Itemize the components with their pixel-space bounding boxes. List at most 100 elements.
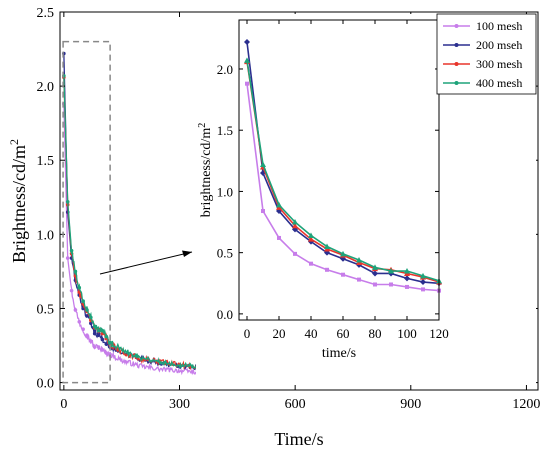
inset-axis-ticks: 0 20 40 60 80 100 120 0.0 0.5 1.0 1.5 2.0 xyxy=(217,20,449,341)
main-series-point-0 xyxy=(73,308,78,312)
inset-series-point-1 xyxy=(404,275,410,282)
inset-x-tick-label: 40 xyxy=(305,326,318,341)
inset-series-point-3 xyxy=(324,243,330,250)
inset-x-tick-label: 100 xyxy=(397,326,417,341)
main-y-tick-label: 0.0 xyxy=(37,377,55,392)
main-series-point-3 xyxy=(96,328,101,333)
main-series-point-0 xyxy=(89,339,93,343)
main-series-point-1 xyxy=(100,337,105,342)
inset-series-point-3 xyxy=(372,264,378,270)
legend-swatch-marker xyxy=(454,24,459,28)
inset-y-tick-label: 1.5 xyxy=(217,123,233,138)
main-series-point-0 xyxy=(69,288,74,293)
main-y-axis-title: Brightness/cd/m2 xyxy=(7,139,29,263)
zoom-region-box xyxy=(62,40,111,384)
main-series-point-3 xyxy=(89,315,93,320)
inset-x-tick-label: 20 xyxy=(273,326,286,341)
legend-label: 400 mesh xyxy=(476,76,522,90)
main-plot-frame xyxy=(59,11,539,391)
inset-series-point-3 xyxy=(356,257,362,263)
main-series-point-1 xyxy=(92,331,97,336)
inset-series-point-3 xyxy=(276,201,282,208)
main-x-tick-label: 900 xyxy=(400,397,421,412)
inset-y-axis-title: brightness/cd/m2 xyxy=(197,123,214,217)
main-x-axis-title: Time/s xyxy=(274,429,323,449)
inset-x-axis-title: time/s xyxy=(322,346,356,361)
main-series-point-3 xyxy=(104,334,109,339)
main-series-point-3 xyxy=(81,299,85,303)
inset-series-group xyxy=(244,39,442,293)
main-x-tick-label: 0 xyxy=(60,397,67,412)
main-y-tick-label: 2.0 xyxy=(37,80,55,95)
main-series-point-3 xyxy=(100,328,105,333)
inset-y-axis-title-sup: 2 xyxy=(197,123,208,128)
inset-x-tick-label: 80 xyxy=(369,326,382,341)
legend-label: 300 mesh xyxy=(476,57,522,71)
inset-y-tick-label: 0.5 xyxy=(217,246,233,261)
inset-y-tick-label: 1.0 xyxy=(217,184,233,199)
inset-series-point-3 xyxy=(292,219,298,225)
inset-y-tick-label: 0.0 xyxy=(217,307,233,322)
main-series-point-3 xyxy=(108,340,112,345)
main-series-point-3 xyxy=(92,324,97,329)
inset-series-point-1 xyxy=(420,279,426,286)
main-series-point-0 xyxy=(96,345,101,349)
inset-series-point-3 xyxy=(340,250,346,257)
main-y-tick-label: 1.5 xyxy=(37,154,55,169)
zoom-arrow-head xyxy=(182,250,192,257)
main-y-axis-title-sup: 2 xyxy=(7,139,21,145)
main-y-axis-title-text: Brightness/cd/m xyxy=(9,145,29,263)
main-series-point-0 xyxy=(104,351,109,355)
main-series-point-0 xyxy=(65,256,70,260)
main-series-point-1 xyxy=(89,321,93,326)
legend-label: 100 mesh xyxy=(476,19,522,33)
inset-series-point-0 xyxy=(245,81,249,86)
inset-y-axis-title-text: brightness/cd/m xyxy=(199,128,214,218)
legend-swatch-marker xyxy=(454,81,459,85)
inset-plot-frame xyxy=(238,19,440,321)
main-series-point-0 xyxy=(108,352,112,357)
main-series-point-3 xyxy=(85,308,89,312)
legend: 100 mesh 200 mseh 300 mesh 400 mesh xyxy=(436,13,537,95)
zoom-arrow xyxy=(99,251,193,275)
legend-items: 100 mesh 200 mseh 300 mesh 400 mesh xyxy=(443,19,522,90)
inset-series-point-1 xyxy=(372,270,378,277)
main-series-point-3 xyxy=(77,285,82,290)
inset-series-point-1 xyxy=(244,39,250,46)
main-series-point-3 xyxy=(73,269,78,274)
inset-x-tick-label: 60 xyxy=(337,326,350,341)
inset-series-point-0 xyxy=(261,209,265,214)
inset-series-point-0 xyxy=(325,267,329,272)
inset-series-point-3 xyxy=(420,272,426,279)
inset-series-point-3 xyxy=(404,268,410,274)
inset-series-point-0 xyxy=(405,284,409,289)
legend-frame xyxy=(436,13,537,95)
main-series-point-0 xyxy=(92,345,97,349)
inset-series-point-0 xyxy=(293,251,297,256)
main-y-tick-label: 1.0 xyxy=(37,228,55,243)
main-y-tick-label: 0.5 xyxy=(37,302,55,317)
inset-series-point-0 xyxy=(421,287,425,292)
legend-swatch-marker xyxy=(454,62,459,66)
main-series-point-0 xyxy=(81,327,85,332)
main-y-tick-label: 2.5 xyxy=(37,6,55,21)
main-series-point-0 xyxy=(100,348,105,352)
main-series-point-0 xyxy=(85,333,89,337)
inset-series-point-0 xyxy=(341,272,345,277)
inset-x-tick-label: 0 xyxy=(244,326,251,341)
main-series-point-0 xyxy=(77,320,82,324)
main-series-point-3 xyxy=(65,199,70,204)
legend-swatch-marker xyxy=(454,43,459,47)
inset-series-point-0 xyxy=(389,282,393,287)
inset-series-point-3 xyxy=(260,161,266,167)
inset-series-point-2 xyxy=(292,222,298,229)
inset-series-point-3 xyxy=(388,268,394,274)
inset-series-point-0 xyxy=(277,235,281,240)
main-x-tick-label: 300 xyxy=(169,397,190,412)
inset-y-tick-label: 2.0 xyxy=(217,62,233,77)
main-series-point-1 xyxy=(104,342,109,346)
main-series-point-3 xyxy=(69,248,74,253)
inset-series-point-0 xyxy=(373,282,377,287)
legend-label: 200 mseh xyxy=(476,38,522,52)
